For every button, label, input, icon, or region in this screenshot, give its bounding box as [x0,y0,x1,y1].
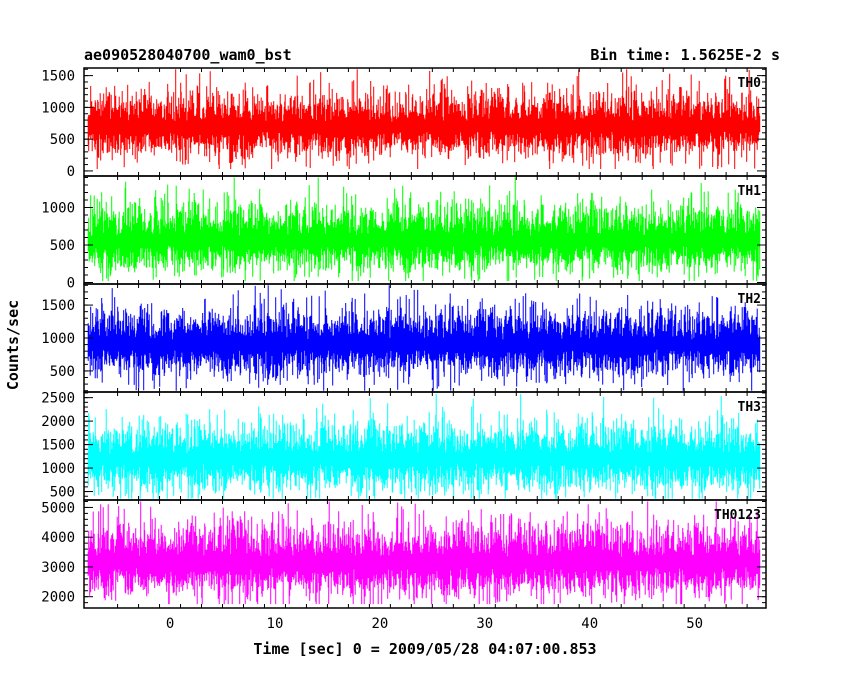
panel-label-th0123: TH0123 [714,508,761,523]
x-axis-label: Time [sec] 0 = 2009/05/28 04:07:00.853 [253,640,596,658]
y-tick-label: 3000 [41,560,75,576]
series-th3 [87,393,761,499]
series-th2 [87,285,761,391]
panel-label-th1: TH1 [738,184,762,199]
y-tick-label: 5000 [41,500,75,516]
y-tick-label: 2000 [41,414,75,430]
y-tick-label: 2000 [41,590,75,606]
y-tick-label: 1000 [41,100,75,116]
panel-label-th2: TH2 [738,292,761,307]
y-tick-label: 1500 [41,298,75,314]
x-tick-label: 20 [371,616,388,632]
chart-title-right: Bin time: 1.5625E-2 s [590,46,780,64]
y-tick-label: 1000 [41,331,75,347]
y-tick-label: 4000 [41,530,75,546]
panel-label-th3: TH3 [738,400,761,415]
y-tick-label: 500 [50,364,75,380]
y-tick-label: 1000 [41,201,75,217]
y-tick-label: 500 [50,132,75,148]
series-th1 [87,177,761,281]
chart-title-left: ae090528040700_wam0_bst [84,46,292,64]
y-tick-label: 0 [67,164,75,180]
panel-label-th0: TH0 [738,76,762,91]
x-tick-label: 10 [267,616,284,632]
series-th0 [87,69,761,169]
y-tick-label: 1500 [41,438,75,454]
y-tick-label: 500 [50,238,75,254]
x-tick-label: 50 [686,616,703,632]
y-tick-label: 500 [50,485,75,501]
series-th0123 [87,501,761,605]
x-tick-label: 0 [166,616,174,632]
x-tick-label: 40 [581,616,598,632]
y-tick-label: 1500 [41,69,75,85]
y-tick-label: 1000 [41,461,75,477]
y-tick-label: 0 [67,276,75,292]
panel-frame-th0123 [83,499,767,609]
x-tick-label: 30 [476,616,493,632]
y-axis-label: Counts/sec [4,300,22,390]
y-tick-label: 2500 [41,391,75,407]
